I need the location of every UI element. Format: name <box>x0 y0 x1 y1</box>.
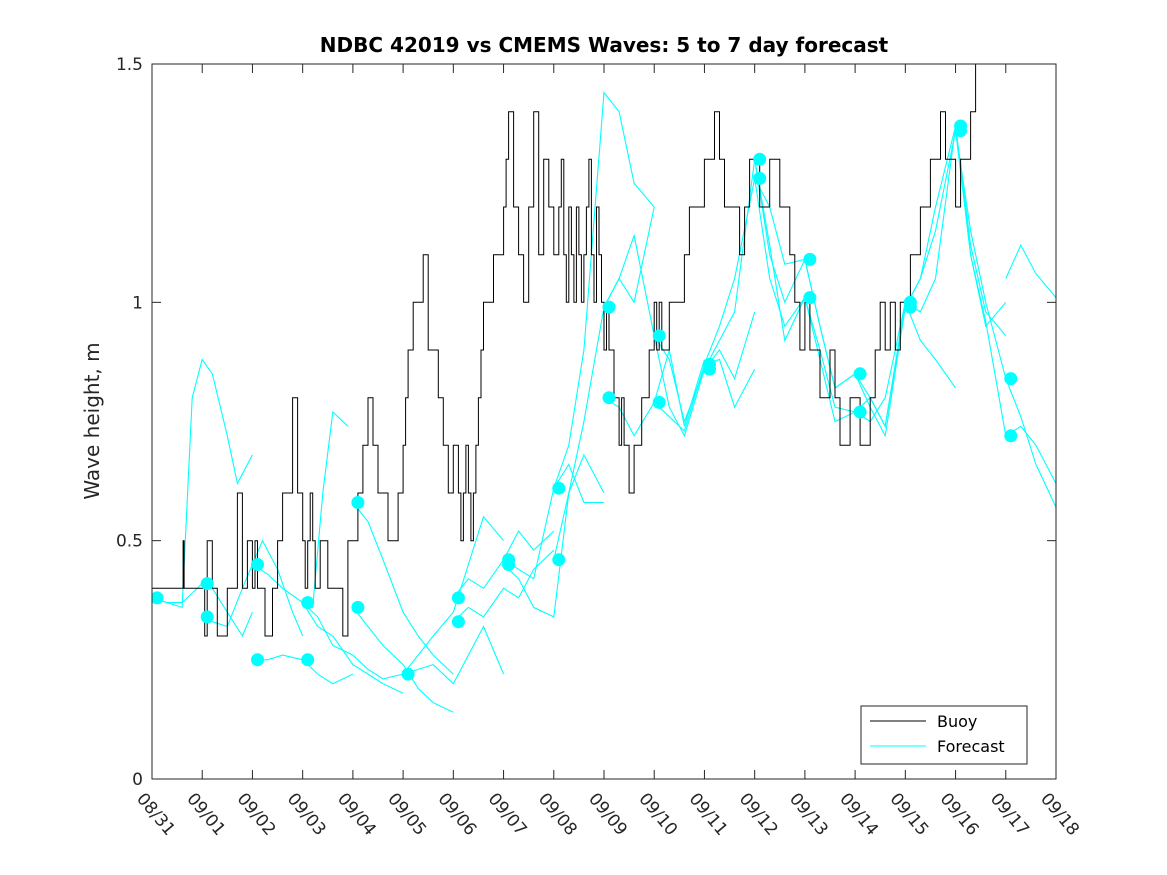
forecast-marker-4 <box>251 653 264 667</box>
forecast-marker-23 <box>753 171 767 185</box>
forecast-marker-32 <box>1004 372 1018 386</box>
y-tick-label-1: 0.5 <box>116 532 143 552</box>
forecast-marker-2 <box>200 610 214 624</box>
forecast-marker-3 <box>251 558 264 571</box>
legend-forecast-label: Forecast <box>937 737 1005 756</box>
forecast-marker-18 <box>652 329 666 343</box>
forecast-marker-17 <box>602 391 616 405</box>
forecast-marker-5 <box>301 596 315 610</box>
legend-buoy-label: Buoy <box>937 712 977 731</box>
chart-title: NDBC 42019 vs CMEMS Waves: 5 to 7 day fo… <box>320 33 889 57</box>
forecast-line-33 <box>1005 243 1056 298</box>
forecast-marker-22 <box>753 152 767 166</box>
y-axis: 0 0.5 1 1.5 <box>116 55 1056 790</box>
forecast-marker-14 <box>552 481 566 495</box>
forecast-line-12 <box>452 549 555 623</box>
forecast-line-16 <box>553 91 655 489</box>
forecast-marker-25 <box>803 291 817 305</box>
forecast-marker-6 <box>301 653 315 667</box>
forecast-line-14 <box>503 453 605 618</box>
forecast-line-0 <box>152 358 253 609</box>
forecast-line-10 <box>402 515 505 675</box>
forecast-marker-21 <box>703 362 716 376</box>
y-tick-label-2: 1 <box>132 293 143 313</box>
forecast-marker-31 <box>954 119 968 133</box>
forecast-line-5 <box>302 602 404 680</box>
forecast-marker-1 <box>200 577 214 591</box>
forecast-marker-29 <box>903 295 917 309</box>
forecast-marker-13 <box>502 558 516 571</box>
forecast-marker-15 <box>552 553 566 567</box>
forecast-line-9 <box>402 625 505 685</box>
forecast-marker-9 <box>401 667 415 681</box>
y-tick-label-3: 1.5 <box>116 55 143 75</box>
forecast-marker-19 <box>652 395 666 409</box>
forecast-marker-7 <box>351 496 365 509</box>
forecast-marker-33 <box>1004 429 1018 443</box>
y-tick-label-0: 0 <box>132 770 143 790</box>
forecast-marker-10 <box>451 591 465 605</box>
forecast-marker-24 <box>803 252 817 266</box>
forecast-marker-11 <box>451 615 465 629</box>
forecast-marker-27 <box>853 405 867 419</box>
legend-box <box>860 705 1028 765</box>
y-axis-label: Wave height, m <box>80 342 104 499</box>
forecast-marker-8 <box>351 600 365 614</box>
legend: Buoy Forecast <box>860 705 1028 765</box>
forecast-marker-26 <box>853 367 867 381</box>
forecast-line-8 <box>352 607 454 713</box>
forecast-marker-0 <box>152 591 164 605</box>
forecast-marker-16 <box>602 300 616 314</box>
forecast-line-7 <box>352 502 454 675</box>
series-layer <box>152 64 1056 713</box>
buoy-line <box>152 64 986 637</box>
forecast-line-6 <box>302 602 404 694</box>
